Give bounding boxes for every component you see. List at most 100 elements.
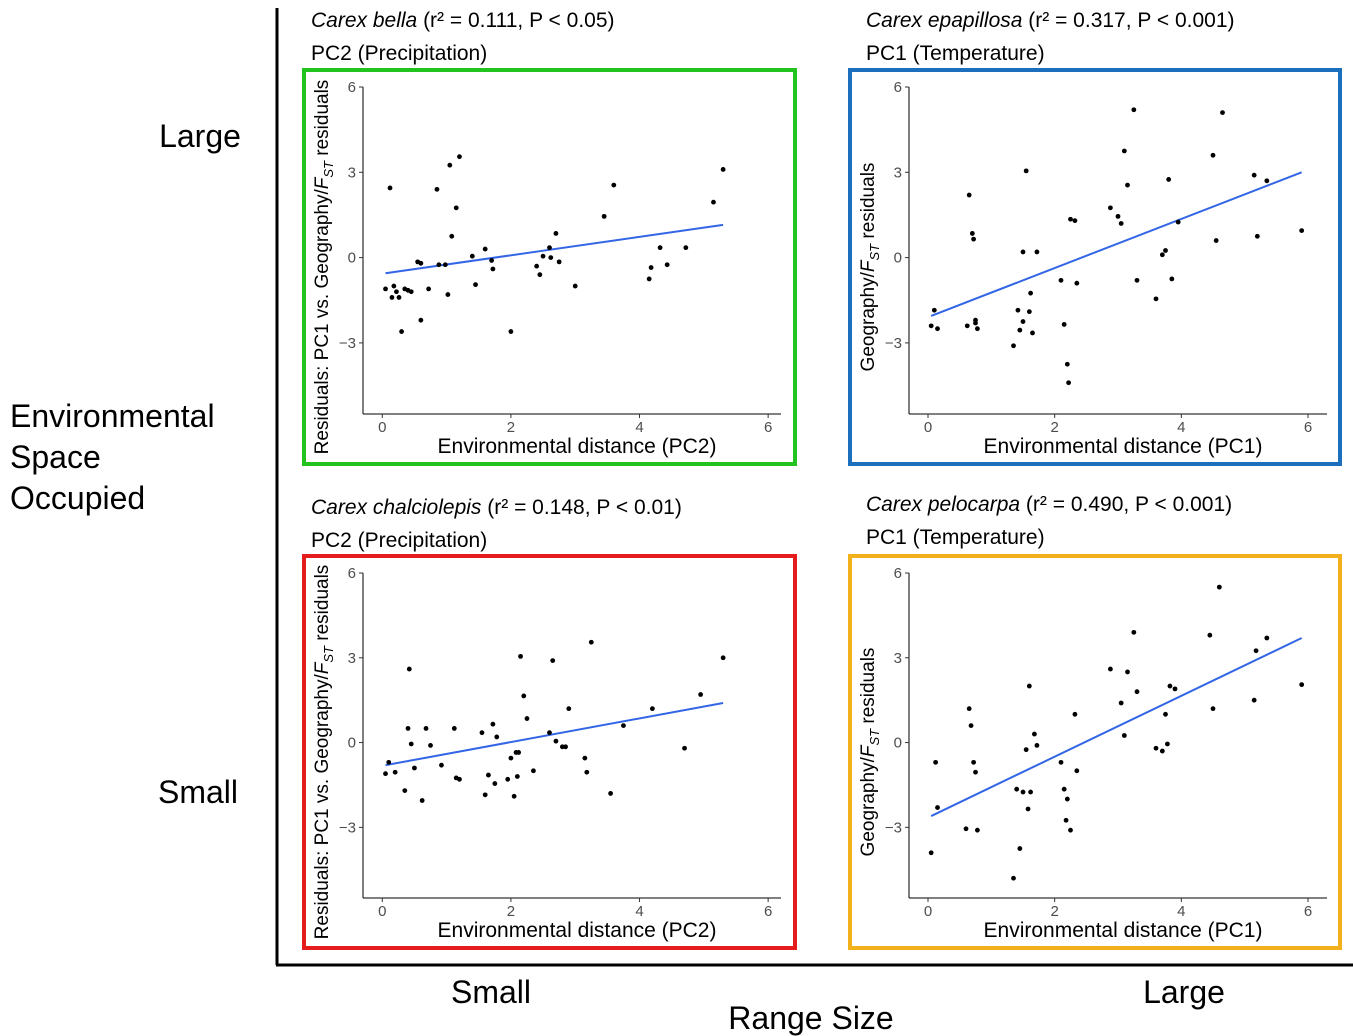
data-point [521, 693, 527, 699]
data-point [1172, 686, 1178, 692]
data-point [490, 266, 496, 272]
panel-stats: (r² = 0.111, P < 0.05) [423, 9, 614, 32]
data-point [553, 231, 559, 236]
species-name: Carex chalciolepis [311, 496, 487, 519]
data-point [479, 730, 485, 736]
data-point [582, 755, 588, 761]
x-tick-label: 2 [1050, 419, 1058, 436]
data-point [418, 317, 424, 323]
y-tick-label: 6 [348, 565, 356, 582]
data-point [968, 723, 974, 729]
data-point [406, 666, 412, 672]
x-tick-label: 4 [1177, 903, 1185, 920]
data-point [423, 726, 429, 731]
panel-stats: (r² = 0.148, P < 0.01) [487, 496, 682, 519]
data-point [386, 759, 392, 765]
x-axis-label: Environmental distance (PC1) [984, 435, 1263, 458]
data-point [657, 245, 663, 251]
data-point [1108, 666, 1113, 672]
data-point [419, 798, 425, 803]
panel-carex-pelocarpa: Carex pelocarpa (r² = 0.490, P < 0.001) P… [848, 493, 1342, 950]
data-point [1264, 178, 1270, 184]
data-point [453, 205, 459, 211]
data-point [445, 292, 451, 297]
x-axis-label: Environmental distance (PC2) [438, 435, 717, 458]
data-point [601, 213, 607, 219]
data-point [973, 769, 978, 775]
data-point [531, 768, 536, 774]
data-point [408, 741, 414, 747]
data-point [720, 655, 726, 661]
data-point [1034, 249, 1040, 255]
data-point [516, 750, 522, 755]
y-tick-label: 3 [894, 164, 902, 181]
data-point [1017, 327, 1023, 333]
data-point [494, 734, 500, 740]
data-point [1072, 711, 1078, 717]
x-axis-label: Environmental distance (PC1) [984, 919, 1263, 942]
data-point [1254, 233, 1260, 239]
data-point [711, 199, 716, 205]
data-point [971, 759, 976, 765]
data-point [621, 723, 626, 729]
x-tick-label: 4 [635, 903, 643, 920]
data-point [648, 265, 654, 270]
y-axis-label: Residuals: PC1 vs. Geography/FST residua… [312, 565, 336, 940]
species-name: Carex pelocarpa [866, 493, 1026, 516]
data-point [608, 791, 613, 796]
data-point [489, 258, 495, 263]
x-tick-label: 6 [1304, 903, 1312, 920]
regression-line [930, 171, 1303, 317]
data-point [1068, 827, 1073, 833]
data-point [563, 744, 568, 750]
data-point [1063, 817, 1069, 823]
data-point [1011, 343, 1016, 349]
data-point [451, 726, 457, 731]
data-point [418, 260, 424, 266]
data-point [964, 323, 970, 329]
data-point [1074, 768, 1080, 774]
data-point [1121, 733, 1127, 738]
y-tick-label: 0 [894, 735, 902, 752]
panel-title: Carex chalciolepis (r² = 0.148, P < 0.01… [311, 496, 682, 519]
data-point [1020, 319, 1026, 324]
data-point [1207, 632, 1213, 638]
x-tick-label: 2 [507, 419, 515, 436]
data-point [975, 326, 980, 332]
data-point [1032, 731, 1037, 737]
panel-carex-bella: Carex bella (r² = 0.111, P < 0.05) PC2 (P… [302, 9, 797, 466]
y-tick-label: −3 [339, 819, 356, 836]
data-point [492, 781, 498, 786]
data-point [933, 759, 938, 765]
data-point [1125, 182, 1130, 188]
data-point [971, 236, 976, 242]
data-point [1058, 759, 1064, 765]
data-point [524, 716, 530, 721]
panel-stats: (r² = 0.317, P < 0.001) [1028, 9, 1234, 32]
data-point [556, 259, 562, 265]
data-point [698, 692, 704, 697]
data-point [1299, 228, 1305, 233]
x-axis-label: Environmental distance (PC2) [438, 919, 717, 942]
data-point [664, 262, 670, 268]
x-tick-label: 2 [1050, 903, 1058, 920]
data-point [1169, 276, 1175, 282]
data-point [683, 245, 689, 251]
data-point [405, 726, 411, 731]
x-tick-label: 6 [1304, 419, 1312, 436]
panel-carex-epapillosa: Carex epapillosa (r² = 0.317, P < 0.001)… [848, 9, 1342, 466]
data-point [1153, 296, 1159, 302]
data-point [1163, 711, 1168, 717]
y-axis-label: Residuals: PC1 vs. Geography/FST residua… [312, 80, 336, 455]
data-point [449, 233, 455, 239]
y-tick-label: −3 [339, 335, 356, 352]
x-tick-label: 4 [635, 419, 643, 436]
data-point [436, 262, 442, 268]
data-point [473, 282, 478, 288]
regression-line [385, 223, 724, 275]
data-point [508, 329, 514, 334]
regression-line [385, 702, 724, 767]
data-point [1153, 745, 1159, 751]
data-point [1064, 796, 1070, 802]
